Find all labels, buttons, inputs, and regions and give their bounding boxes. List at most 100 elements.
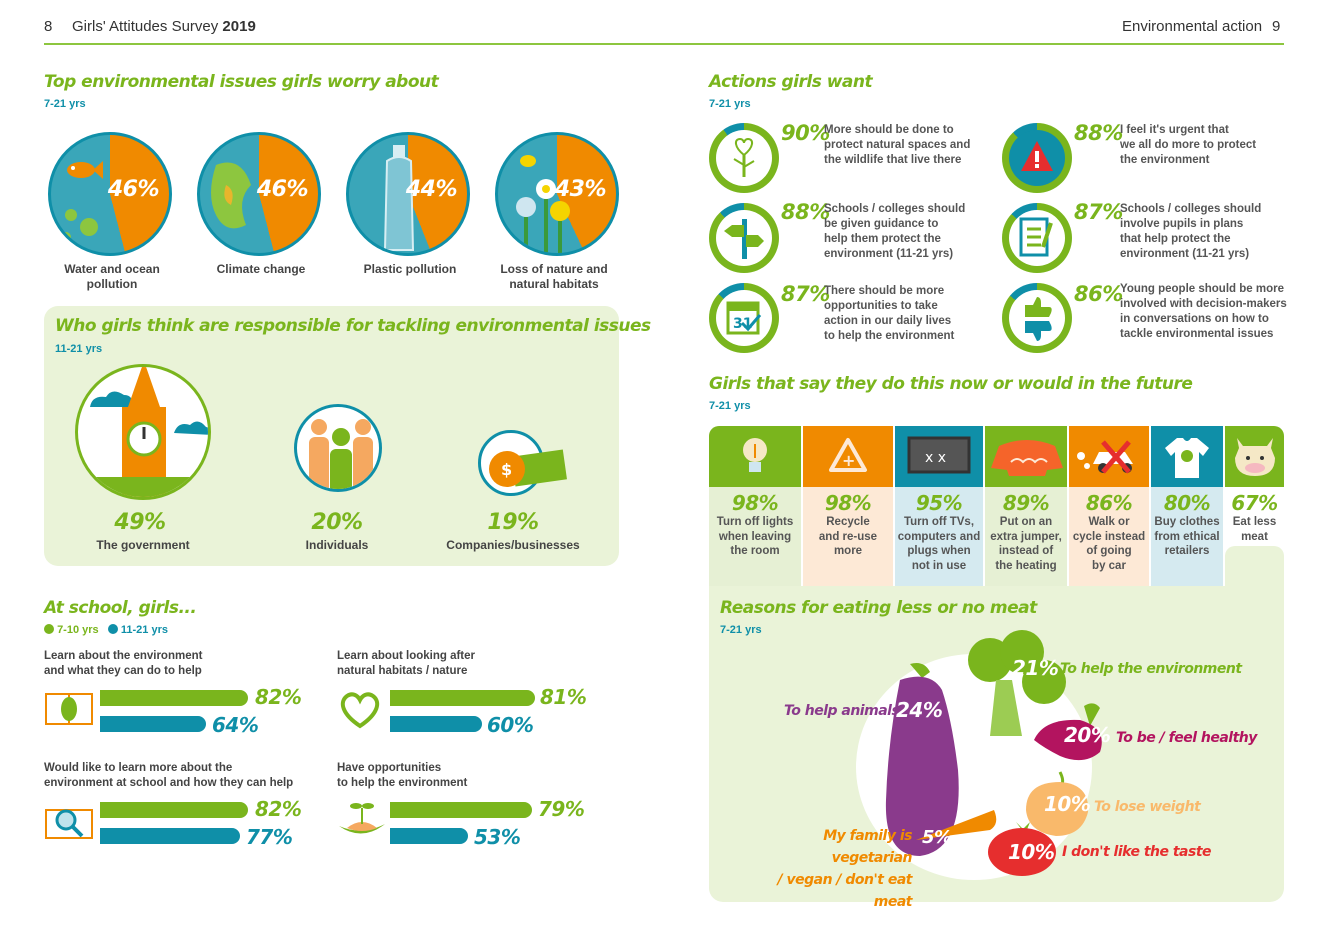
car-icon	[1077, 440, 1133, 474]
left-running-title: Girls' Attitudes Survey 2019	[72, 18, 256, 35]
doing-col-car: 86% Walk or cycle instead of going by ca…	[1069, 426, 1149, 586]
action-1-ring	[709, 123, 779, 193]
action-6-pct: 86%	[1074, 282, 1123, 306]
action-6-ring	[1002, 283, 1072, 353]
onion-icon	[1026, 771, 1089, 836]
worry-plastic-label: Plastic pollution	[363, 262, 457, 276]
action-3-ring	[709, 203, 779, 273]
action-3-line4: environment (11-21 yrs)	[824, 248, 954, 260]
doing-age: 7-21 yrs	[709, 400, 751, 412]
school-item-2-old-bar	[390, 716, 482, 732]
meat-weight-pct: 10%	[1044, 792, 1091, 816]
action-3-line1: Schools / colleges should	[824, 203, 966, 215]
meat-environment-label: To help the environment	[1060, 661, 1242, 677]
action-5-ring: 31	[709, 283, 779, 353]
beetroot-icon	[1034, 703, 1102, 761]
doing-meat-line1: Eat less	[1232, 516, 1277, 528]
action-3-line3: help them protect the	[824, 233, 941, 245]
doing-table: 98% Turn off lights when leaving the roo…	[709, 426, 1284, 586]
doing-jumper-line2: extra jumper,	[990, 530, 1062, 543]
doing-jumper-line3: instead of	[998, 545, 1054, 557]
doing-tv-line3: plugs when	[907, 545, 971, 557]
school-item-2-line1: Learn about looking after	[337, 650, 476, 662]
action-2-line1: I feel it's urgent that	[1120, 124, 1229, 136]
doing-recycle-pct: 98%	[824, 491, 872, 515]
action-6-line2: involved with decision-makers	[1120, 298, 1287, 310]
calendar-check-icon: 31	[726, 301, 762, 335]
action-2-ring	[1002, 123, 1072, 193]
sprout-hand-icon	[339, 803, 385, 834]
meat-healthy-pct: 20%	[1064, 723, 1111, 747]
meat-vegetarian-pct: 5%	[922, 827, 952, 848]
worry-climate-pct: 46%	[256, 177, 309, 202]
thumbs-icon	[1025, 297, 1052, 341]
doing-recycle-line3: more	[833, 545, 863, 557]
school-item-2-label: Learn about looking after natural habita…	[337, 649, 475, 679]
doing-lights-line2: when leaving	[718, 530, 792, 543]
doing-tv-line2: computers and	[897, 530, 981, 543]
school-item-3-old-bar	[100, 828, 240, 844]
doing-car-line4: by car	[1092, 559, 1126, 572]
svg-text:$: $	[501, 460, 512, 479]
recycle-icon: +	[829, 438, 867, 472]
meat-vegetarian-label: My family is vegetarian / vegan / don't …	[758, 825, 913, 913]
action-2-pct: 88%	[1074, 121, 1123, 145]
individuals-pct: 20%	[311, 510, 363, 535]
doing-clothes-text: Buy clothes from ethical retailers	[1151, 515, 1223, 559]
action-5-pct: 87%	[781, 282, 830, 306]
school-item-2-old-pct: 60%	[487, 713, 534, 737]
school-item-1-old-pct: 64%	[212, 713, 259, 737]
recycle-heart-icon	[340, 692, 380, 729]
meat-title: Reasons for eating less or no meat	[720, 598, 1037, 618]
meat-weight-label: To lose weight	[1094, 799, 1201, 815]
flower-icon	[516, 155, 570, 253]
action-6-line1: Young people should be more	[1120, 283, 1284, 295]
responsible-title: Who girls think are responsible for tack…	[55, 316, 651, 336]
action-5-line4: to help the environment	[824, 330, 955, 342]
companies-pct: 19%	[487, 510, 539, 535]
action-1-line3: the wildlife that live there	[824, 154, 962, 166]
school-item-4-old-pct: 53%	[474, 825, 521, 849]
school-item-4-line1: Have opportunities	[337, 762, 442, 774]
lightbulb-icon	[743, 438, 767, 472]
doing-recycle-line2: and re-use	[818, 530, 878, 543]
action-4-pct: 87%	[1074, 200, 1123, 224]
action-6-line3: in conversations on how to	[1120, 313, 1269, 325]
right-running-title: Environmental action	[1122, 18, 1263, 35]
action-3-pct: 88%	[781, 200, 830, 224]
tv-icon: x x	[907, 436, 971, 474]
warning-globe-icon	[1021, 141, 1053, 171]
doing-recycle-line1: Recycle	[826, 516, 870, 528]
left-page-number: 8	[44, 18, 53, 35]
worry-water: 46%	[48, 132, 172, 256]
worry-water-pct: 46%	[107, 177, 160, 202]
survey-title: Girls' Attitudes Survey	[72, 18, 219, 35]
doing-jumper-pct: 89%	[1002, 491, 1050, 515]
meat-age: 7-21 yrs	[720, 624, 762, 636]
doing-clothes-line3: retailers	[1164, 545, 1210, 557]
school-title: At school, girls...	[44, 598, 197, 618]
meat-vegetarian-line2: / vegan / don't eat meat	[777, 872, 913, 910]
fish-icon	[67, 161, 103, 179]
doing-tv-pct: 95%	[915, 491, 963, 515]
doing-tv-line4: not in use	[911, 559, 967, 572]
doing-title: Girls that say they do this now or would…	[709, 374, 1193, 394]
action-4-line1: Schools / colleges should	[1120, 203, 1262, 215]
worries-title: Top environmental issues girls worry abo…	[44, 72, 439, 92]
school-legend: 7-10 yrs 11-21 yrs	[44, 624, 168, 636]
meat-animals-label: To help animals	[784, 703, 900, 719]
bubbles-icon	[61, 209, 98, 242]
school-item-2-young-bar	[390, 690, 535, 706]
doing-meat-line2: meat	[1241, 530, 1268, 543]
survey-year: 2019	[222, 18, 256, 35]
school-item-2-line2: natural habitats / nature	[337, 665, 468, 677]
companies-circle: $	[478, 430, 567, 496]
legend-young-label: 7-10 yrs	[57, 624, 99, 636]
heart-tree-icon	[733, 137, 755, 177]
carrot-icon	[916, 810, 997, 840]
action-1-pct: 90%	[781, 121, 830, 145]
broccoli-icon	[968, 630, 1066, 736]
school-item-3-old-pct: 77%	[246, 825, 293, 849]
checklist-icon	[1019, 217, 1053, 257]
header-divider	[44, 43, 1284, 45]
